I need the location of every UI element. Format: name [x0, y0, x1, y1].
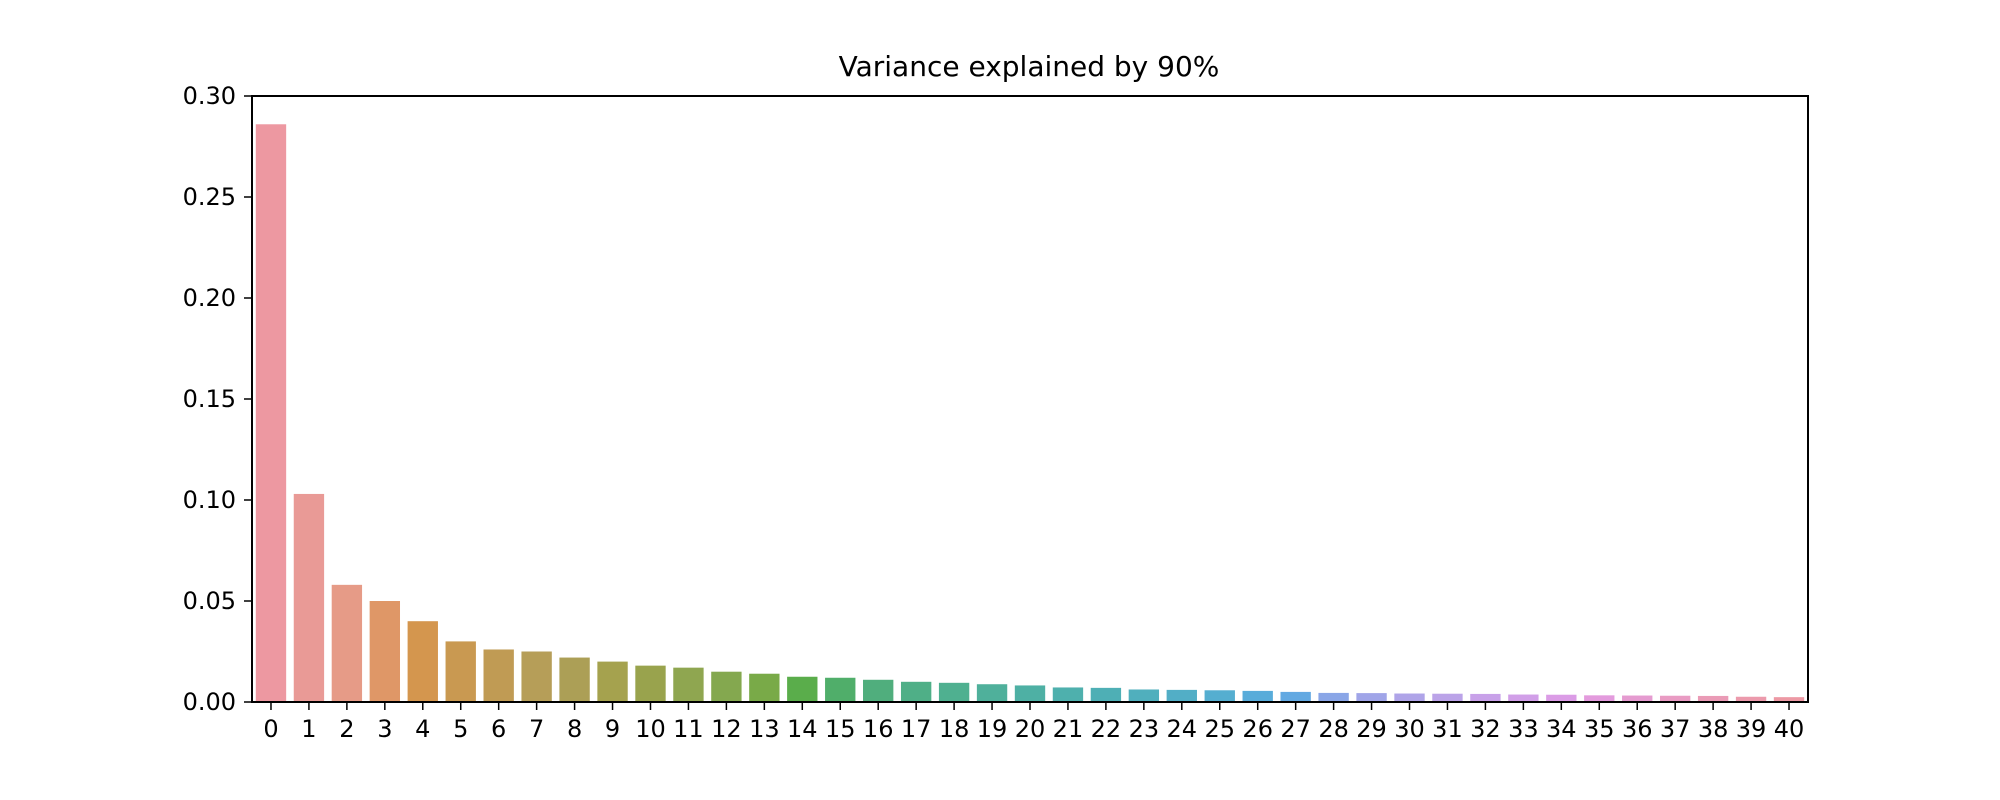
x-tick-label: 12: [711, 715, 742, 743]
bar-6: [483, 649, 514, 702]
bar-8: [559, 657, 590, 702]
bars-group: [255, 124, 1805, 702]
bar-23: [1128, 689, 1160, 702]
bar-29: [1356, 693, 1387, 702]
x-tick-label: 6: [491, 715, 506, 743]
bar-10: [635, 665, 666, 702]
bar-13: [749, 673, 780, 702]
bar-25: [1204, 690, 1235, 702]
bar-18: [938, 682, 970, 702]
bar-19: [976, 684, 1008, 702]
bar-34: [1546, 694, 1577, 702]
x-tick-label: 30: [1394, 715, 1425, 743]
bar-21: [1052, 687, 1084, 702]
bar-20: [1014, 685, 1046, 702]
bar-30: [1394, 693, 1425, 702]
bar-36: [1622, 695, 1653, 702]
bar-1: [293, 493, 325, 702]
x-tick-label: 23: [1129, 715, 1160, 743]
y-tick-label: 0.10: [183, 486, 236, 514]
x-tick-label: 4: [415, 715, 430, 743]
y-tick-label: 0.25: [183, 183, 236, 211]
chart-title: Variance explained by 90%: [839, 50, 1220, 83]
x-tick-label: 5: [453, 715, 468, 743]
y-tick-label: 0.00: [183, 688, 236, 716]
bar-24: [1166, 689, 1197, 702]
plot-frame: [251, 95, 1809, 703]
x-tick-label: 17: [901, 715, 932, 743]
bar-16: [863, 679, 894, 702]
x-tick-label: 3: [377, 715, 392, 743]
x-tick-label: 37: [1660, 715, 1691, 743]
bar-26: [1242, 690, 1273, 702]
x-tick-label: 35: [1584, 715, 1615, 743]
y-tick-label: 0.20: [183, 284, 236, 312]
bar-22: [1090, 687, 1122, 702]
x-axis: 0 1 2 3 4 5 6 7 8 9 10 11 12 13 14 15 16 17 18 19 20 21 22 23 24…: [263, 702, 1804, 743]
x-tick-label: 20: [1015, 715, 1046, 743]
x-tick-label: 33: [1508, 715, 1539, 743]
x-tick-label: 14: [787, 715, 818, 743]
bar-7: [521, 651, 552, 702]
bar-28: [1318, 692, 1349, 702]
bar-27: [1280, 691, 1311, 702]
bar-11: [673, 667, 704, 702]
x-tick-label: 36: [1622, 715, 1653, 743]
bar-39: [1735, 696, 1767, 702]
y-axis: 0.00 0.05 0.10 0.15 0.20 0.25 0.30: [183, 82, 252, 716]
bar-37: [1659, 695, 1691, 702]
bar-17: [900, 681, 932, 702]
x-tick-label: 21: [1053, 715, 1084, 743]
x-tick-label: 38: [1698, 715, 1729, 743]
x-tick-label: 28: [1318, 715, 1349, 743]
bar-33: [1508, 694, 1539, 702]
x-tick-label: 13: [749, 715, 780, 743]
x-tick-label: 11: [673, 715, 704, 743]
bar-12: [711, 671, 742, 702]
y-tick-label: 0.15: [183, 385, 236, 413]
x-tick-label: 10: [635, 715, 666, 743]
x-tick-label: 19: [977, 715, 1008, 743]
y-tick-label: 0.05: [183, 587, 236, 615]
bar-5: [445, 641, 476, 702]
bar-15: [825, 677, 856, 702]
x-tick-label: 40: [1774, 715, 1805, 743]
bar-3: [369, 601, 401, 702]
bar-32: [1470, 693, 1501, 702]
x-tick-label: 27: [1280, 715, 1311, 743]
x-tick-label: 0: [263, 715, 278, 743]
x-tick-label: 32: [1470, 715, 1501, 743]
bar-38: [1697, 695, 1729, 702]
bar-35: [1584, 695, 1615, 702]
x-tick-label: 7: [529, 715, 544, 743]
bar-40: [1773, 697, 1805, 702]
x-tick-label: 25: [1204, 715, 1235, 743]
x-tick-label: 29: [1356, 715, 1387, 743]
bar-4: [407, 621, 438, 702]
x-tick-label: 15: [825, 715, 856, 743]
x-tick-label: 2: [339, 715, 354, 743]
x-tick-label: 34: [1546, 715, 1577, 743]
x-tick-label: 39: [1736, 715, 1767, 743]
x-tick-label: 22: [1091, 715, 1122, 743]
x-tick-label: 26: [1242, 715, 1273, 743]
bar-0: [255, 124, 287, 702]
bar-14: [787, 676, 818, 702]
bar-31: [1432, 693, 1463, 702]
bar-2: [331, 584, 363, 702]
x-tick-label: 8: [567, 715, 582, 743]
x-tick-label: 24: [1167, 715, 1198, 743]
y-tick-label: 0.30: [183, 82, 236, 110]
x-tick-label: 18: [939, 715, 970, 743]
bar-9: [597, 661, 628, 702]
x-tick-label: 16: [863, 715, 894, 743]
x-tick-label: 9: [605, 715, 620, 743]
x-tick-label: 1: [301, 715, 316, 743]
x-tick-label: 31: [1432, 715, 1463, 743]
